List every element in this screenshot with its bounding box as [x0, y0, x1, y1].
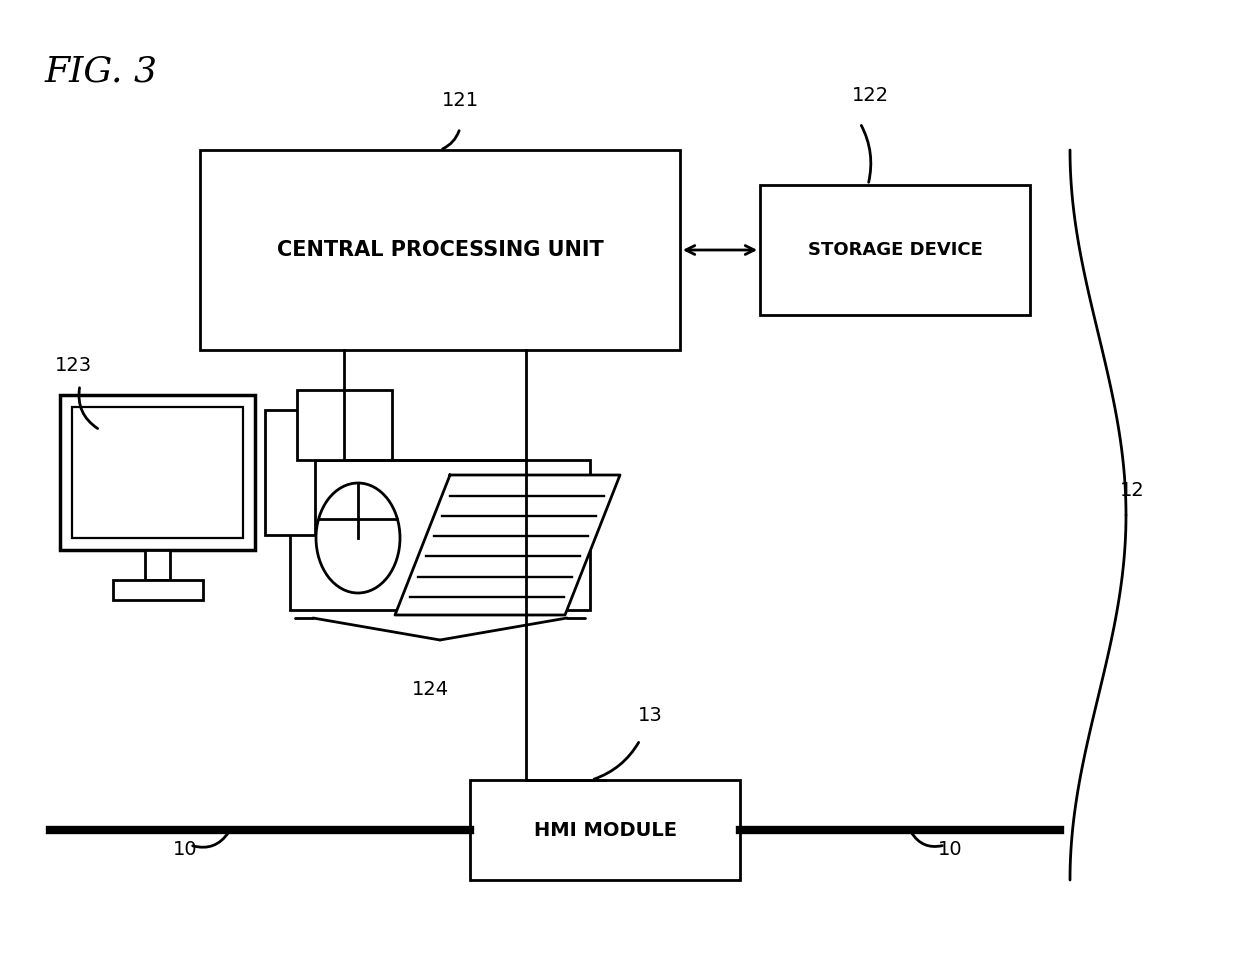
- Text: 12: 12: [1120, 480, 1145, 500]
- Bar: [200, 150, 680, 350]
- Bar: [760, 185, 1030, 315]
- Text: 124: 124: [412, 680, 449, 699]
- Text: FIG. 3: FIG. 3: [45, 55, 157, 89]
- Text: 121: 121: [441, 91, 479, 110]
- Text: 10: 10: [937, 840, 962, 859]
- Text: 13: 13: [637, 706, 662, 725]
- Text: 123: 123: [55, 356, 92, 375]
- Bar: [265, 410, 315, 535]
- Bar: [60, 395, 255, 550]
- Polygon shape: [396, 475, 620, 615]
- Bar: [296, 390, 392, 460]
- Bar: [290, 460, 590, 610]
- Bar: [470, 780, 740, 880]
- Text: STORAGE DEVICE: STORAGE DEVICE: [807, 241, 982, 259]
- Text: 122: 122: [852, 86, 889, 105]
- Bar: [72, 407, 243, 538]
- Text: CENTRAL PROCESSING UNIT: CENTRAL PROCESSING UNIT: [277, 240, 604, 260]
- Text: HMI MODULE: HMI MODULE: [533, 820, 677, 840]
- Bar: [145, 550, 170, 580]
- Bar: [113, 580, 202, 600]
- Text: 10: 10: [172, 840, 197, 859]
